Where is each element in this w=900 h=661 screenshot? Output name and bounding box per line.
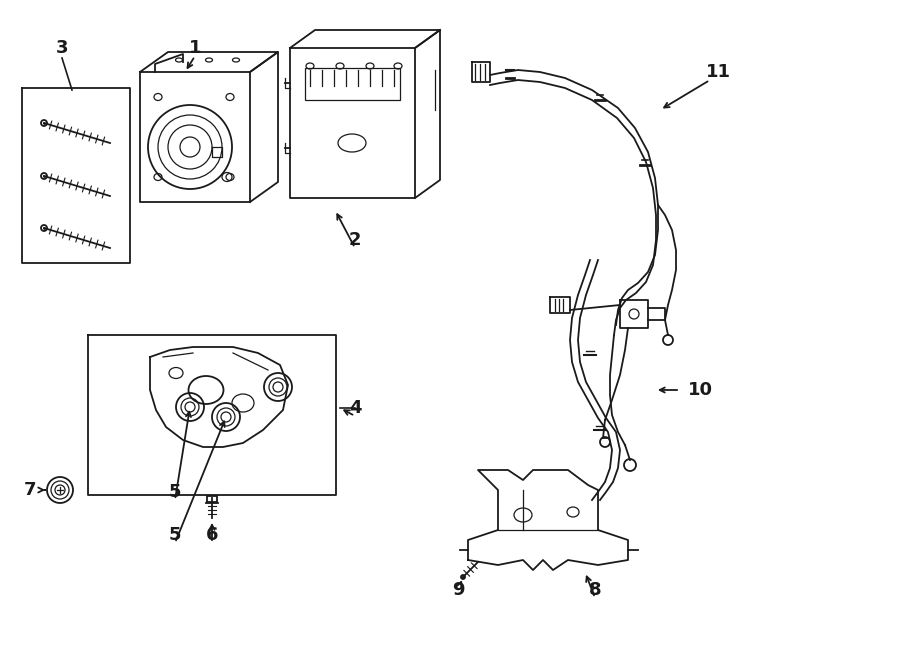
Text: 7: 7 — [23, 481, 36, 499]
Text: 5: 5 — [169, 526, 181, 544]
Text: 9: 9 — [452, 581, 464, 599]
Text: 11: 11 — [706, 63, 731, 81]
Text: 2: 2 — [349, 231, 361, 249]
Bar — [305, 68, 400, 100]
Text: 10: 10 — [688, 381, 713, 399]
Text: 5: 5 — [169, 483, 181, 501]
Text: 4: 4 — [349, 399, 361, 417]
Text: 8: 8 — [589, 581, 601, 599]
Text: 6: 6 — [206, 526, 218, 544]
Text: 1: 1 — [189, 39, 202, 57]
Text: 3: 3 — [56, 39, 68, 57]
